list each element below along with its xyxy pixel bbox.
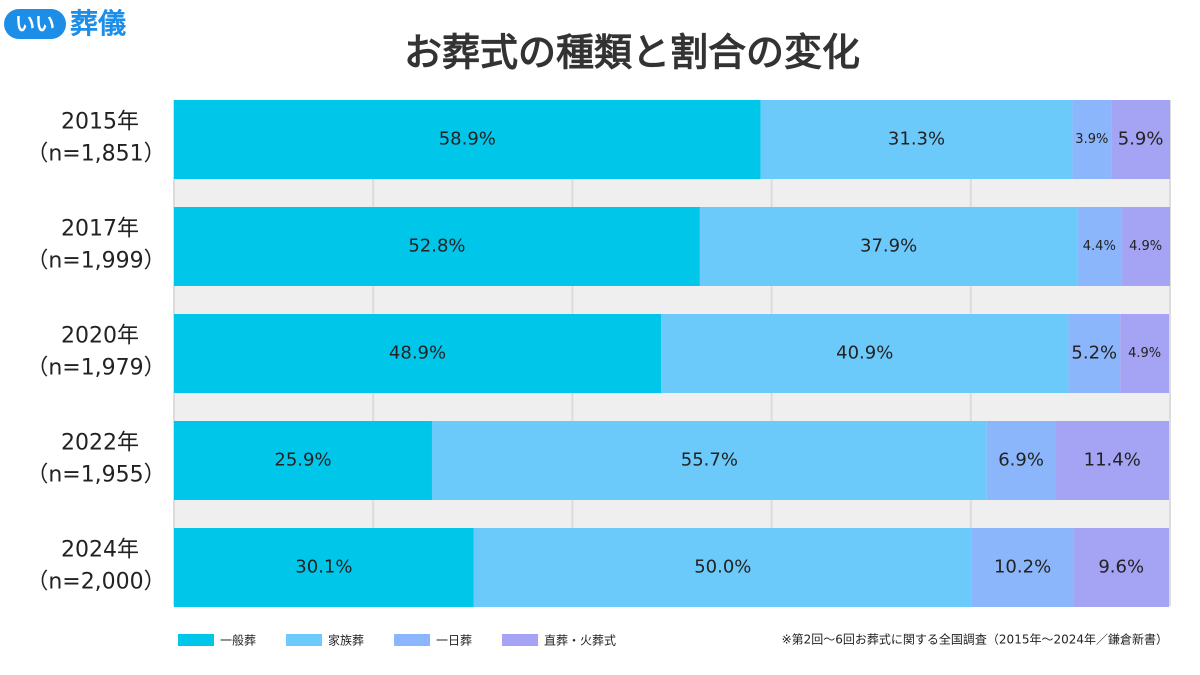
bar-segment <box>971 528 1074 607</box>
logo-text: 葬儀 <box>70 7 126 40</box>
legend-swatch <box>502 634 539 646</box>
data-label: 25.9% <box>274 450 331 471</box>
data-label: 5.2% <box>1071 343 1117 364</box>
data-label: 31.3% <box>888 129 945 150</box>
legend-label: 一般葬 <box>220 633 256 648</box>
data-label: 9.6% <box>1098 557 1144 578</box>
bar-segment <box>1072 100 1112 179</box>
bar-segment <box>1073 528 1170 607</box>
bar-segment <box>699 207 1078 286</box>
sample-size-label: （n=1,979） <box>26 356 165 381</box>
data-label: 55.7% <box>681 450 738 471</box>
data-label: 11.4% <box>1084 450 1141 471</box>
sample-size-label: （n=1,851） <box>26 142 165 167</box>
data-label: 30.1% <box>295 557 352 578</box>
chart-title: お葬式の種類と割合の変化 <box>404 31 860 75</box>
data-label: 6.9% <box>998 450 1044 471</box>
data-label: 37.9% <box>860 236 917 257</box>
data-label: 3.9% <box>1075 132 1108 147</box>
legend-label: 家族葬 <box>328 633 364 648</box>
data-label: 50.0% <box>694 557 751 578</box>
data-label: 4.9% <box>1129 239 1162 254</box>
bar-segment <box>174 100 761 179</box>
bar-segment <box>1077 207 1122 286</box>
bar-segment <box>986 421 1056 500</box>
bar-segment <box>174 528 474 607</box>
legend-swatch <box>178 634 214 646</box>
bar-segment <box>431 421 987 500</box>
data-label: 5.9% <box>1118 129 1164 150</box>
data-label: 58.9% <box>439 129 496 150</box>
source-note: ※第2回〜6回お葬式に関する全国調査（2015年〜2024年／鎌倉新書） <box>782 632 1168 647</box>
data-label: 10.2% <box>994 557 1051 578</box>
legend-swatch <box>394 634 431 646</box>
bar-segment <box>174 421 432 500</box>
y-tick-label: 2015年 <box>61 110 139 135</box>
data-label: 4.9% <box>1128 346 1161 361</box>
data-label: 4.4% <box>1083 239 1116 254</box>
y-tick-label: 2022年 <box>61 431 139 456</box>
legend-label: 一日葬 <box>436 634 472 648</box>
bar-segment <box>174 314 662 393</box>
bar-segment <box>1068 314 1121 393</box>
bar-segment <box>1111 100 1170 179</box>
bar-segment <box>760 100 1073 179</box>
logo-badge: いい <box>15 12 55 36</box>
sample-size-label: （n=1,955） <box>26 463 165 488</box>
legend-swatch <box>286 634 323 646</box>
bar-segment <box>473 528 972 607</box>
bar-segment <box>661 314 1069 393</box>
bar-segment <box>1120 314 1170 393</box>
sample-size-label: （n=1,999） <box>26 249 165 274</box>
legend-label: 直葬・火葬式 <box>544 634 616 648</box>
bar-segment <box>1055 421 1170 500</box>
y-tick-label: 2020年 <box>61 324 139 349</box>
y-tick-label: 2017年 <box>61 217 139 242</box>
data-label: 52.8% <box>408 236 465 257</box>
bar-segment <box>1121 207 1170 286</box>
sample-size-label: （n=2,000） <box>26 570 165 595</box>
data-label: 48.9% <box>389 343 446 364</box>
bar-segment <box>174 207 700 286</box>
data-label: 40.9% <box>836 343 893 364</box>
logo-badge-bg <box>4 9 66 39</box>
y-tick-label: 2024年 <box>61 538 139 563</box>
